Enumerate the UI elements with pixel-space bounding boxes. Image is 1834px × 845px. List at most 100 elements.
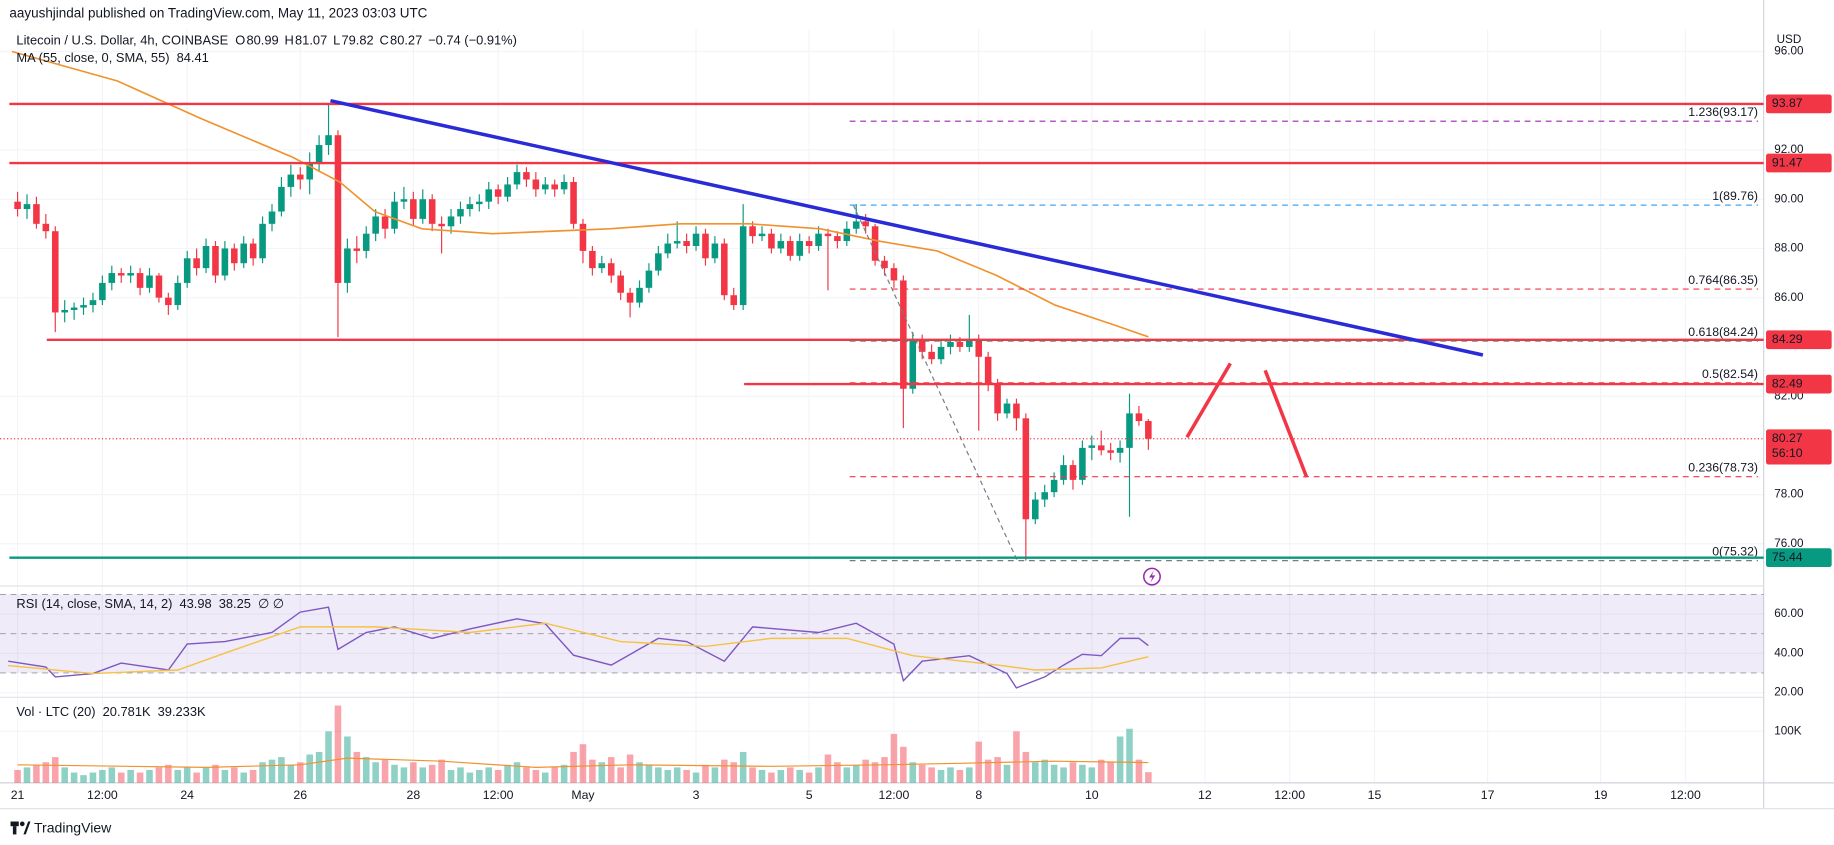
forecast-arrow [1185,362,1232,439]
ohlc-letter: H [285,32,294,47]
candle-body [438,223,445,227]
candle-body [636,287,643,303]
ohlc-letter: C [380,32,389,47]
footer-brand: TradingView [34,819,112,835]
volume-bar [786,767,794,783]
volume-bar [871,762,879,783]
candle-body [758,233,766,237]
y-tick-label: 88.00 [1774,242,1804,255]
volume-bar [589,759,596,783]
candle-body [476,201,483,205]
candle-body [231,248,238,264]
candle-body [1116,447,1124,453]
volume-bar [23,767,31,783]
candle-body [1135,413,1143,422]
volume-bar [805,772,813,783]
volume-bar [513,762,521,783]
fib-label: 1.236(93.17) [1688,105,1758,119]
trendline [330,98,1484,357]
volume-bar [136,772,144,783]
volume-bar [391,764,398,783]
volume-bar [730,762,738,783]
price-label: 93.87 [1772,96,1803,110]
volume-bar [221,769,229,783]
volume-bar [937,769,945,783]
volume-bar [33,764,40,783]
candle-body [702,233,709,259]
candle-body [805,241,813,246]
price-label: 84.29 [1772,332,1803,346]
volume-value: 20.781K [103,704,151,719]
symbol-title: Litecoin / U.S. Dollar, 4h, COINBASE [16,32,228,47]
volume-bar [51,757,59,783]
volume-bar [80,775,87,783]
ohlc-letter: O [235,32,245,47]
volume-bar [673,767,681,783]
ohlc-value: 81.07 [295,32,327,47]
volume-bar [296,762,304,783]
candle-body [551,184,558,190]
x-tick-label: 12 [1198,788,1212,802]
volume-bar [14,769,21,783]
candle-body [193,258,200,269]
volume-bar [1050,764,1058,783]
candle-body [796,241,803,256]
candle-body [99,282,106,301]
x-tick-label: 17 [1481,788,1495,802]
x-tick-label: 3 [693,788,700,802]
volume-bar [975,741,983,783]
price-label-box [1766,94,1832,114]
volume-bar [1079,764,1086,783]
candle-body [344,248,351,283]
y-tick-label: 92.00 [1774,143,1804,156]
candle-body [410,199,417,219]
volume-bar [532,769,540,783]
candle-body [155,275,163,298]
volume-bar [240,772,248,783]
volume-bar [636,762,643,783]
candle-body [1050,479,1058,493]
volume-bar [410,762,417,783]
candle-body [871,226,879,261]
candle-body [117,273,125,276]
volume-bar [419,767,427,783]
candle-body [174,282,182,306]
volume-bar [117,772,125,783]
volume-bar [381,759,389,783]
price-label: 91.47 [1772,155,1803,169]
volume-bar [89,772,97,783]
volume-bar [362,757,370,783]
volume-bar [353,751,361,783]
fib-label: 1(89.76) [1712,189,1758,203]
candle-body [607,263,615,276]
candle-body [362,233,370,251]
candle-body [494,189,502,197]
fib-label: 0.5(82.54) [1702,367,1758,381]
fib-label: 0.764(86.35) [1688,273,1758,287]
volume-bar [1126,728,1133,783]
volume-bar [1013,731,1020,783]
bar-countdown: 56:10 [1772,446,1803,460]
candle-body [296,174,304,180]
candle-body [966,339,973,347]
volume-bar [183,767,191,783]
candle-body [626,292,634,303]
candle-body [532,179,540,190]
candle-body [786,241,794,256]
volume-bar [466,772,474,783]
volume-bar [881,757,888,783]
candle-body [51,231,59,313]
candle-body [862,221,869,227]
x-tick-label: 5 [806,788,813,802]
volume-bar [815,767,822,783]
volume-bar [231,767,238,783]
y-tick-label: 60.00 [1774,607,1804,620]
price-label-box [1766,153,1832,173]
volume-ma-line [17,757,1149,768]
candle-body [768,233,775,249]
volume-bar [523,767,530,783]
volume-bar [692,772,700,783]
volume-bar [777,769,785,783]
candle-body [937,346,945,360]
